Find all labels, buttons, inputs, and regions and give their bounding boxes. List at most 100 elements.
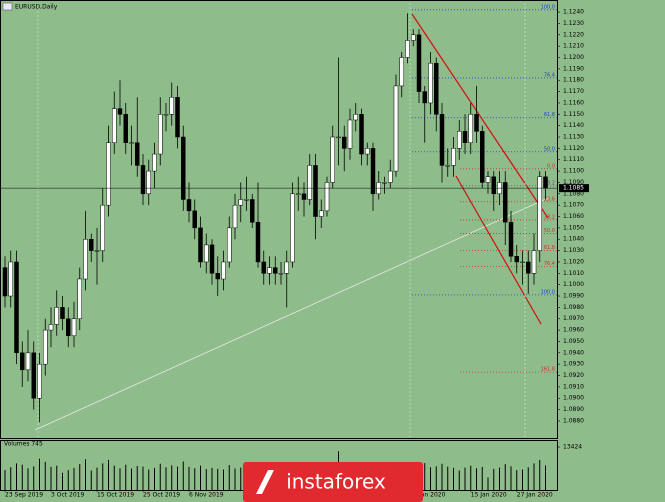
y-tick-label: 1.0890: [563, 406, 584, 413]
x-tick-label: 3 Oct 2019: [51, 492, 84, 499]
candle-body: [106, 142, 111, 206]
candle-body: [531, 250, 537, 274]
candle-body: [313, 165, 318, 217]
candle-body: [129, 142, 134, 144]
y-tick-label: 1.0920: [563, 372, 584, 379]
candle-body: [204, 244, 209, 263]
candle-body: [94, 250, 100, 252]
candle-body: [83, 238, 88, 280]
fib-label: 50.0: [544, 146, 555, 152]
candle-body: [152, 153, 157, 172]
candle-body: [261, 261, 266, 274]
candle-body: [537, 176, 542, 251]
candle-body: [163, 114, 169, 116]
y-tick-label: 1.1110: [563, 156, 584, 163]
candle-body: [365, 148, 370, 155]
candle-body: [20, 352, 25, 371]
candle-body: [215, 273, 220, 280]
candle-body: [158, 114, 163, 155]
candle-body: [273, 267, 278, 274]
x-tick-label: 1 Jan 2020: [413, 492, 445, 499]
logo-text: instaforex: [286, 470, 386, 494]
y-tick-label: 1.1130: [563, 134, 584, 141]
candle-body: [31, 352, 36, 399]
candle-body: [100, 204, 105, 251]
logo: instaforex: [243, 462, 423, 502]
x-tick-label: 23 Sep 2019: [5, 492, 43, 499]
y-tick-label: 1.1200: [563, 54, 584, 61]
candle-body: [485, 176, 491, 183]
candle-body: [2, 267, 8, 297]
y-tick-label: 1.1160: [563, 99, 584, 106]
y-tick-label: 1.1170: [563, 88, 584, 95]
y-tick-label: 1.1210: [563, 43, 584, 50]
candle-body: [244, 199, 249, 201]
chart-title: EURUSD,Daily: [15, 4, 58, 11]
candle-body: [209, 244, 215, 274]
y-tick-label: 1.1240: [563, 9, 584, 16]
fib-label: 61.8: [544, 245, 555, 251]
candle-body: [491, 176, 496, 195]
candle-body: [278, 273, 284, 275]
candle-body: [451, 148, 456, 166]
candle-body: [416, 34, 422, 92]
candle-body: [290, 193, 295, 263]
y-tick-label: 1.0990: [563, 293, 584, 300]
price-label-box: [559, 184, 589, 193]
candle-body: [77, 278, 82, 319]
candle-body: [514, 256, 519, 263]
fib-label: 38.2: [544, 214, 555, 220]
y-tick-label: 1.0930: [563, 361, 584, 368]
candle-body: [123, 114, 128, 143]
fib-label: 23.6: [544, 196, 555, 202]
y-tick-label: 1.0900: [563, 395, 584, 402]
candle-body: [192, 210, 197, 229]
fib-label: 50.0: [544, 228, 555, 234]
candle-body: [169, 97, 174, 115]
volume-tick-label: 13424: [563, 444, 582, 451]
symbol-icon: [2, 2, 13, 11]
candle-body: [411, 34, 416, 41]
candle-body: [462, 131, 468, 143]
y-tick-label: 1.0950: [563, 338, 584, 345]
candle-body: [284, 261, 289, 274]
candle-body: [37, 363, 42, 399]
y-tick-label: 1.0910: [563, 383, 584, 390]
candle-body: [8, 261, 13, 297]
fib-label: 38.2: [544, 180, 555, 186]
y-tick-label: 1.1030: [563, 247, 584, 254]
volume-title: Volumes 745: [4, 441, 43, 448]
y-tick-label: 1.1180: [563, 77, 584, 84]
candle-body: [342, 136, 347, 149]
channel-line: [455, 175, 542, 325]
candle-body: [66, 318, 71, 337]
candle-body: [112, 108, 117, 143]
fib-label: 100.0: [541, 4, 555, 10]
candle-body: [267, 267, 272, 274]
candle-body: [238, 199, 243, 206]
candle-body: [227, 227, 232, 263]
candle-body: [60, 307, 65, 319]
fib-label: 61.8: [544, 112, 555, 118]
candle-body: [71, 318, 77, 337]
y-tick-label: 1.1040: [563, 236, 584, 243]
candle-body: [221, 261, 226, 280]
candle-body: [255, 221, 261, 263]
candle-body: [48, 324, 54, 331]
fib-label: 0.0: [547, 163, 555, 169]
fib-label: 100.0: [541, 289, 555, 295]
y-tick-label: 1.1150: [563, 111, 584, 118]
candle-body: [319, 210, 324, 217]
candle-body: [393, 85, 399, 172]
candle-body: [422, 91, 427, 104]
candle-body: [296, 193, 301, 195]
y-tick-label: 1.1100: [563, 168, 584, 175]
candle-body: [89, 238, 94, 251]
candle-body: [135, 142, 140, 166]
candle-body: [324, 182, 330, 212]
price-pane-border: [0, 0, 558, 439]
candle-body: [474, 114, 479, 132]
y-tick-label: 1.1220: [563, 31, 584, 38]
